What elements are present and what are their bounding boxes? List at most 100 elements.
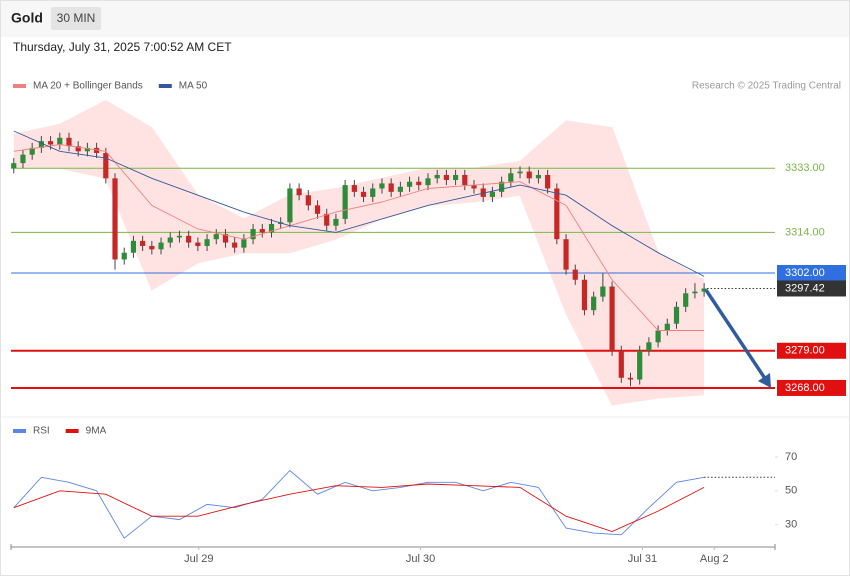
candle-body bbox=[112, 178, 118, 260]
candle-body bbox=[305, 195, 311, 206]
candle-body bbox=[425, 178, 431, 186]
candle-body bbox=[517, 171, 523, 174]
level-label-box bbox=[777, 280, 846, 297]
candle-body bbox=[627, 377, 634, 380]
candle-body bbox=[360, 191, 367, 197]
candle-body bbox=[57, 137, 63, 145]
candle-body bbox=[692, 291, 698, 294]
candle-body bbox=[84, 147, 90, 152]
x-tick-label: Jul 29 bbox=[184, 553, 213, 565]
candle-body bbox=[370, 188, 376, 197]
candle-body bbox=[609, 286, 615, 351]
interval-box[interactable] bbox=[51, 7, 101, 30]
level-label: 3314.00 bbox=[785, 226, 825, 238]
candle-body bbox=[103, 152, 109, 179]
symbol: Gold bbox=[11, 10, 43, 26]
candle-body bbox=[47, 141, 54, 145]
candle-body bbox=[397, 186, 403, 192]
x-tick-label: Aug 2 bbox=[700, 553, 729, 565]
candle-body bbox=[600, 286, 606, 297]
candle-body bbox=[11, 163, 17, 169]
candle-body bbox=[388, 183, 394, 192]
candle-body bbox=[213, 234, 219, 240]
candle-body bbox=[406, 181, 413, 187]
legend-swatch bbox=[158, 84, 172, 88]
candle-body bbox=[176, 235, 183, 238]
level-label: 3302.00 bbox=[785, 267, 825, 279]
candle-body bbox=[121, 252, 127, 260]
candle-body bbox=[471, 185, 477, 189]
bollinger-upper bbox=[13, 100, 705, 281]
candle-body bbox=[637, 350, 643, 380]
candle-body bbox=[591, 296, 597, 311]
candle-body bbox=[186, 235, 192, 243]
x-tick-label: Jul 31 bbox=[628, 553, 657, 565]
candle-body bbox=[480, 188, 486, 197]
candle-body bbox=[29, 147, 35, 155]
candle-body bbox=[167, 237, 173, 243]
candle-body bbox=[416, 181, 422, 186]
candle-body bbox=[259, 229, 265, 233]
candle-body bbox=[526, 171, 532, 179]
candle-body bbox=[664, 323, 670, 331]
candle-body bbox=[535, 174, 542, 179]
legend-label: MA 20 + Bollinger Bands bbox=[33, 81, 143, 92]
candle-body bbox=[241, 239, 247, 248]
candle-body bbox=[563, 239, 569, 270]
level-label-box bbox=[777, 342, 846, 359]
candle-body bbox=[646, 342, 652, 351]
legend-label: RSI bbox=[33, 426, 50, 437]
candle-body bbox=[673, 306, 680, 324]
candle-body bbox=[545, 174, 551, 189]
candle-body bbox=[655, 330, 661, 343]
candle-body bbox=[452, 174, 459, 181]
legend-label: MA 50 bbox=[179, 81, 208, 92]
candle-body bbox=[342, 185, 348, 219]
level-label: 3297.42 bbox=[785, 282, 825, 294]
x-tick-label: Jul 30 bbox=[406, 553, 435, 565]
candle-body bbox=[250, 229, 256, 240]
candle-body bbox=[434, 174, 440, 179]
level-label: 3268.00 bbox=[785, 382, 825, 394]
legend-swatch bbox=[13, 84, 26, 88]
candle-body bbox=[333, 218, 339, 226]
candle-body bbox=[296, 188, 302, 196]
forecast-arrow-head bbox=[758, 373, 771, 388]
bollinger-lower bbox=[13, 167, 705, 406]
candle-body bbox=[324, 213, 330, 226]
candle-body bbox=[38, 141, 44, 148]
legend-swatch bbox=[13, 429, 26, 433]
candle-body bbox=[572, 269, 578, 280]
ma-line bbox=[13, 144, 705, 331]
candle-body bbox=[20, 154, 26, 164]
ma-line bbox=[13, 130, 705, 277]
timestamp: Thursday, July 31, 2025 7:00:52 AM CET bbox=[13, 40, 232, 54]
y-tick-label: 30 bbox=[785, 519, 797, 531]
candle-body bbox=[379, 183, 385, 189]
interval[interactable]: 30 MIN bbox=[57, 11, 96, 25]
forecast-arrow bbox=[704, 289, 768, 381]
header-bar bbox=[1, 1, 849, 37]
candle-body bbox=[149, 245, 155, 250]
level-label-box bbox=[777, 265, 846, 281]
candle-body bbox=[508, 173, 514, 182]
candle-body bbox=[489, 191, 496, 197]
legend-label: 9MA bbox=[86, 426, 107, 437]
candle-body bbox=[75, 146, 81, 152]
candle-body bbox=[683, 293, 689, 307]
candle-body bbox=[268, 223, 275, 233]
legend-swatch bbox=[65, 429, 79, 433]
candle-body bbox=[158, 242, 164, 250]
candle-body bbox=[351, 185, 357, 192]
candle-body bbox=[581, 279, 588, 311]
level-label: 3279.00 bbox=[785, 345, 825, 357]
candle-body bbox=[554, 188, 560, 240]
candle-body bbox=[195, 242, 201, 246]
candle-body bbox=[140, 240, 146, 246]
y-tick-label: 70 bbox=[785, 451, 797, 463]
candle-body bbox=[222, 234, 229, 243]
level-label-box bbox=[777, 379, 846, 396]
candle-body bbox=[314, 205, 321, 214]
candle-body bbox=[462, 174, 468, 186]
